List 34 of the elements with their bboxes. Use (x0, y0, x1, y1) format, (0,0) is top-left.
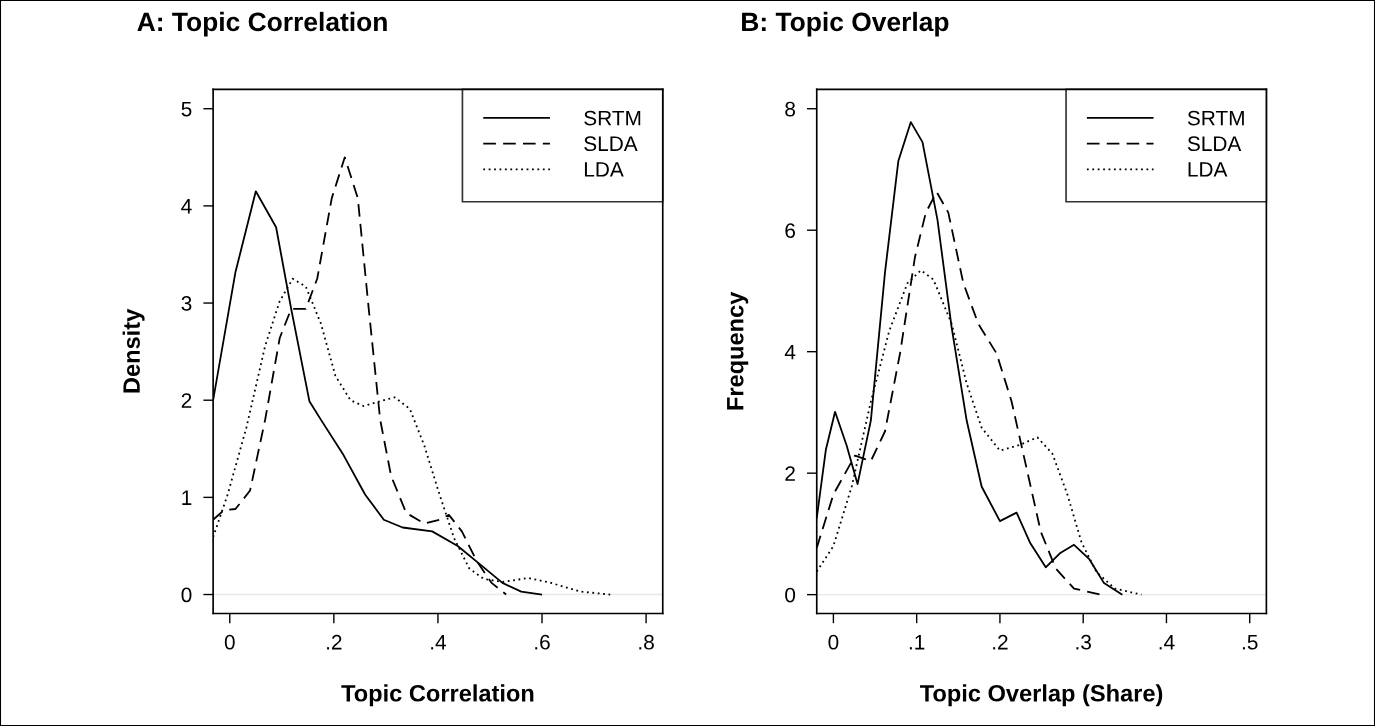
y-tick-label: 1 (182, 490, 192, 505)
chart-title: A: Topic Correlation (137, 11, 387, 37)
y-tick-label: 0 (181, 587, 192, 603)
y-tick-label: 4 (181, 199, 192, 214)
x-tick-label: .2 (993, 634, 1008, 650)
x-tick-label: 0 (224, 634, 235, 650)
y-tick-label: 6 (785, 223, 795, 238)
legend-label: SLDA (1187, 136, 1242, 152)
legend-label: SLDA (584, 136, 638, 152)
y-tick-label: 3 (181, 296, 192, 311)
x-tick-label: .2 (327, 634, 342, 650)
x-tick-label: .5 (1242, 635, 1258, 650)
x-axis-title: Topic Correlation (341, 684, 534, 707)
y-tick-label: 4 (784, 344, 796, 360)
y-axis-title: Frequency (727, 291, 749, 410)
y-tick-label: 8 (785, 101, 796, 117)
y-axis-title: Density (122, 308, 145, 393)
y-tick-label: 2 (181, 393, 192, 408)
y-tick-label: 0 (785, 587, 796, 603)
chart-title: B: Topic Overlap (742, 11, 949, 37)
x-tick-label: .1 (909, 635, 925, 650)
legend-label: LDA (1188, 162, 1228, 177)
x-tick-label: .8 (639, 634, 654, 650)
legend-label: SRTM (1187, 110, 1244, 126)
y-tick-label: 2 (785, 466, 795, 481)
x-tick-label: .4 (431, 635, 447, 650)
x-tick-label: .3 (1076, 634, 1091, 650)
x-tick-label: .6 (535, 634, 550, 650)
x-tick-label: 0 (828, 634, 839, 650)
legend-label: SRTM (584, 110, 641, 126)
legend-label: LDA (584, 162, 624, 177)
x-axis-title: Topic Overlap (Share) (920, 684, 1163, 707)
x-tick-label: .4 (1159, 635, 1175, 650)
y-tick-label: 5 (181, 101, 192, 117)
